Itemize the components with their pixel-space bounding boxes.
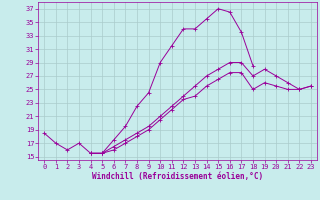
X-axis label: Windchill (Refroidissement éolien,°C): Windchill (Refroidissement éolien,°C) <box>92 172 263 181</box>
